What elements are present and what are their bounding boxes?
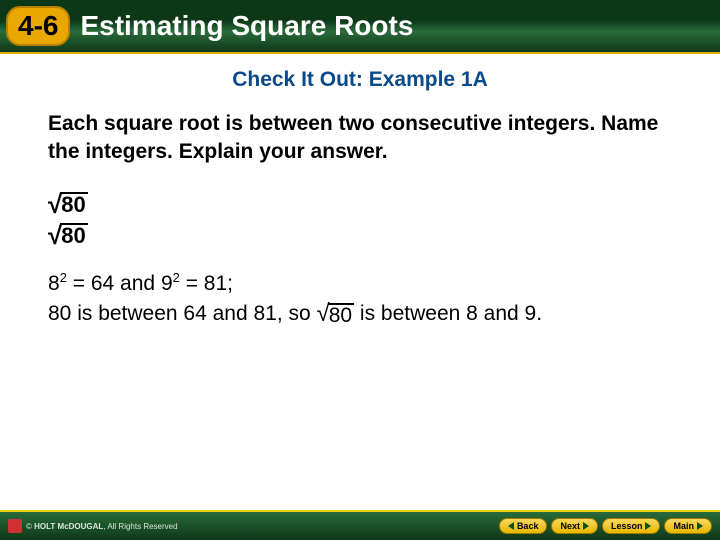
slide-footer: © HOLT McDOUGAL, All Rights Reserved Bac…	[0, 510, 720, 540]
triangle-right-icon	[583, 522, 589, 530]
sol-base2: 9	[161, 272, 173, 295]
sol-eq2: =	[180, 272, 204, 295]
sol-sq1: 64	[91, 272, 114, 295]
rights-text: , All Rights Reserved	[103, 522, 177, 531]
lesson-label: Lesson	[611, 521, 643, 531]
main-label: Main	[673, 521, 694, 531]
triangle-left-icon	[508, 522, 514, 530]
sol-sq2: 81	[204, 272, 227, 295]
back-label: Back	[517, 521, 539, 531]
sol-eq1: =	[67, 272, 91, 295]
main-button[interactable]: Main	[664, 518, 712, 534]
chapter-title: Estimating Square Roots	[80, 10, 413, 42]
sol-line2b: is between 8 and 9.	[354, 302, 542, 325]
sol-line2a: 80 is between 64 and 81, so	[48, 302, 311, 325]
lesson-button[interactable]: Lesson	[602, 518, 661, 534]
copyright: © HOLT McDOUGAL, All Rights Reserved	[8, 519, 178, 533]
slide-content: Check It Out: Example 1A Each square roo…	[0, 54, 720, 330]
back-button[interactable]: Back	[499, 518, 548, 534]
sol-and: and	[114, 272, 161, 295]
sol-semicolon: ;	[227, 272, 233, 295]
radicand: 80	[60, 192, 87, 216]
triangle-right-icon	[645, 522, 651, 530]
sol-exp1: 2	[60, 270, 67, 285]
radicand: 80	[328, 303, 354, 326]
sol-exp2: 2	[173, 270, 180, 285]
radical-icon: √80	[48, 189, 88, 216]
radical-icon: √80	[48, 220, 88, 247]
solution-text: 82 = 64 and 92 = 81; 80 is between 64 an…	[48, 269, 672, 330]
slide-header: 4-6 Estimating Square Roots	[0, 0, 720, 54]
problem-line-1: √80	[48, 189, 672, 216]
example-subtitle: Check It Out: Example 1A	[48, 68, 672, 92]
next-button[interactable]: Next	[551, 518, 598, 534]
radical-icon: √80	[317, 301, 355, 326]
next-label: Next	[560, 521, 580, 531]
radicand: 80	[60, 223, 87, 247]
triangle-right-icon	[697, 522, 703, 530]
brand-name: HOLT McDOUGAL	[34, 522, 103, 531]
problem-line-2: √80	[48, 220, 672, 247]
nav-buttons: Back Next Lesson Main	[499, 518, 712, 534]
instruction-text: Each square root is between two consecut…	[48, 110, 672, 167]
sol-base1: 8	[48, 272, 60, 295]
publisher-logo-icon	[8, 519, 22, 533]
chapter-badge: 4-6	[6, 6, 70, 46]
